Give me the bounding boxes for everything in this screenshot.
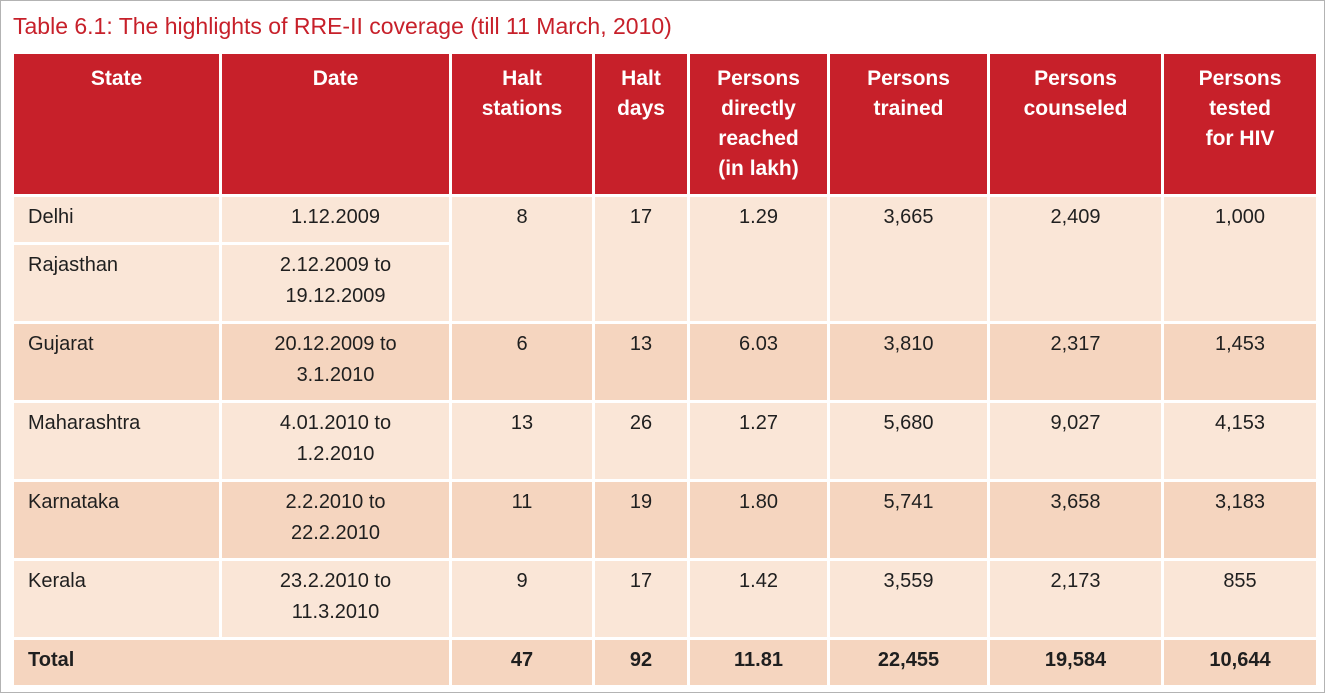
value-cell: 3,665: [827, 193, 990, 324]
col-header-halt-days: Halt days: [592, 50, 690, 197]
date-cell: 4.01.2010 to 1.2.2010: [219, 399, 452, 482]
value-cell: 2,409: [987, 193, 1164, 324]
date-line: 3.1.2010: [296, 363, 375, 386]
total-value-cell: 92: [592, 636, 690, 688]
table-body: Delhi 1.12.2009 8 17 1.29 3,665 2,409 1,000 Raja…: [11, 193, 1319, 688]
date-cell: 23.2.2010 to 11.3.2010: [219, 557, 452, 640]
col-header-persons-trained: Persons trained: [827, 50, 990, 197]
date-line: 20.12.2009 to: [274, 332, 397, 355]
state-cell: Karnataka: [11, 478, 222, 561]
state-cell: Maharashtra: [11, 399, 222, 482]
date-line: 22.2.2010: [291, 521, 380, 544]
value-cell: 3,810: [827, 320, 990, 403]
value-cell: 9,027: [987, 399, 1164, 482]
value-cell: 3,559: [827, 557, 990, 640]
table-row: Gujarat 20.12.2009 to 3.1.2010 6 13 6.03 3,810…: [11, 320, 1319, 403]
col-header-state: State: [11, 50, 222, 197]
value-cell: 1,000: [1161, 193, 1319, 324]
state-cell: Rajasthan: [11, 241, 222, 324]
date-line: 19.12.2009: [285, 284, 386, 307]
date-cell: 2.2.2010 to 22.2.2010: [219, 478, 452, 561]
date-line: 4.01.2010 to: [279, 411, 392, 434]
date-line: 11.3.2010: [291, 600, 380, 623]
value-cell: 1.42: [687, 557, 830, 640]
state-cell: Delhi: [11, 193, 222, 245]
date-cell: 20.12.2009 to 3.1.2010: [219, 320, 452, 403]
value-cell: 13: [449, 399, 595, 482]
col-header-persons-tested: Persons tested for HIV: [1161, 50, 1319, 197]
value-cell: 26: [592, 399, 690, 482]
value-cell: 13: [592, 320, 690, 403]
date-line: 1.12.2009: [291, 205, 380, 228]
date-line: 1.2.2010: [296, 442, 375, 465]
value-cell: 8: [449, 193, 595, 324]
value-cell: 5,741: [827, 478, 990, 561]
value-cell: 2,317: [987, 320, 1164, 403]
table-row: Kerala 23.2.2010 to 11.3.2010 9 17 1.42 3,559 2…: [11, 557, 1319, 640]
header-row: State Date Halt stations Halt days Perso…: [11, 50, 1319, 197]
total-value-cell: 19,584: [987, 636, 1164, 688]
total-row: Total 47 92 11.81 22,455 19,584 10,644: [11, 636, 1319, 688]
total-label: Total: [11, 636, 452, 688]
total-value-cell: 11.81: [687, 636, 830, 688]
col-header-persons-reached: Persons directly reached (in lakh): [687, 50, 830, 197]
value-cell: 1,453: [1161, 320, 1319, 403]
date-cell: 2.12.2009 to 19.12.2009: [219, 241, 452, 324]
date-line: 23.2.2010 to: [279, 569, 392, 592]
value-cell: 17: [592, 557, 690, 640]
col-header-date: Date: [219, 50, 452, 197]
date-line: 2.2.2010 to: [285, 490, 386, 513]
value-cell: 9: [449, 557, 595, 640]
table-title: Table 6.1: The highlights of RRE-II cove…: [13, 13, 672, 39]
table-row: Karnataka 2.2.2010 to 22.2.2010 11 19 1.80 5,7…: [11, 478, 1319, 561]
value-cell: 3,658: [987, 478, 1164, 561]
value-cell: 17: [592, 193, 690, 324]
value-cell: 6.03: [687, 320, 830, 403]
table-row: Delhi 1.12.2009 8 17 1.29 3,665 2,409 1,000: [11, 193, 1319, 324]
col-header-persons-counseled: Persons counseled: [987, 50, 1164, 197]
table-row: Rajasthan 2.12.2009 to 19.12.2009: [11, 241, 1318, 324]
value-cell: 3,183: [1161, 478, 1319, 561]
total-value-cell: 47: [449, 636, 595, 688]
coverage-table: State Date Halt stations Halt days Perso…: [11, 50, 1319, 688]
date-cell: 1.12.2009: [219, 193, 452, 245]
value-cell: 19: [592, 478, 690, 561]
total-value-cell: 10,644: [1161, 636, 1319, 688]
value-cell: 855: [1161, 557, 1319, 640]
value-cell: 1.80: [687, 478, 830, 561]
value-cell: 11: [449, 478, 595, 561]
value-cell: 5,680: [827, 399, 990, 482]
col-header-halt-stations: Halt stations: [449, 50, 595, 197]
state-cell: Kerala: [11, 557, 222, 640]
value-cell: 1.29: [687, 193, 830, 324]
value-cell: 4,153: [1161, 399, 1319, 482]
value-cell: 6: [449, 320, 595, 403]
value-cell: 1.27: [687, 399, 830, 482]
table-row: Maharashtra 4.01.2010 to 1.2.2010 13 26 1.27 5…: [11, 399, 1319, 482]
footnote: It includes visitors to train exhibition…: [13, 692, 1314, 693]
date-line: 2.12.2009 to: [279, 253, 392, 276]
state-cell: Gujarat: [11, 320, 222, 403]
total-value-cell: 22,455: [827, 636, 990, 688]
value-cell: 2,173: [987, 557, 1164, 640]
